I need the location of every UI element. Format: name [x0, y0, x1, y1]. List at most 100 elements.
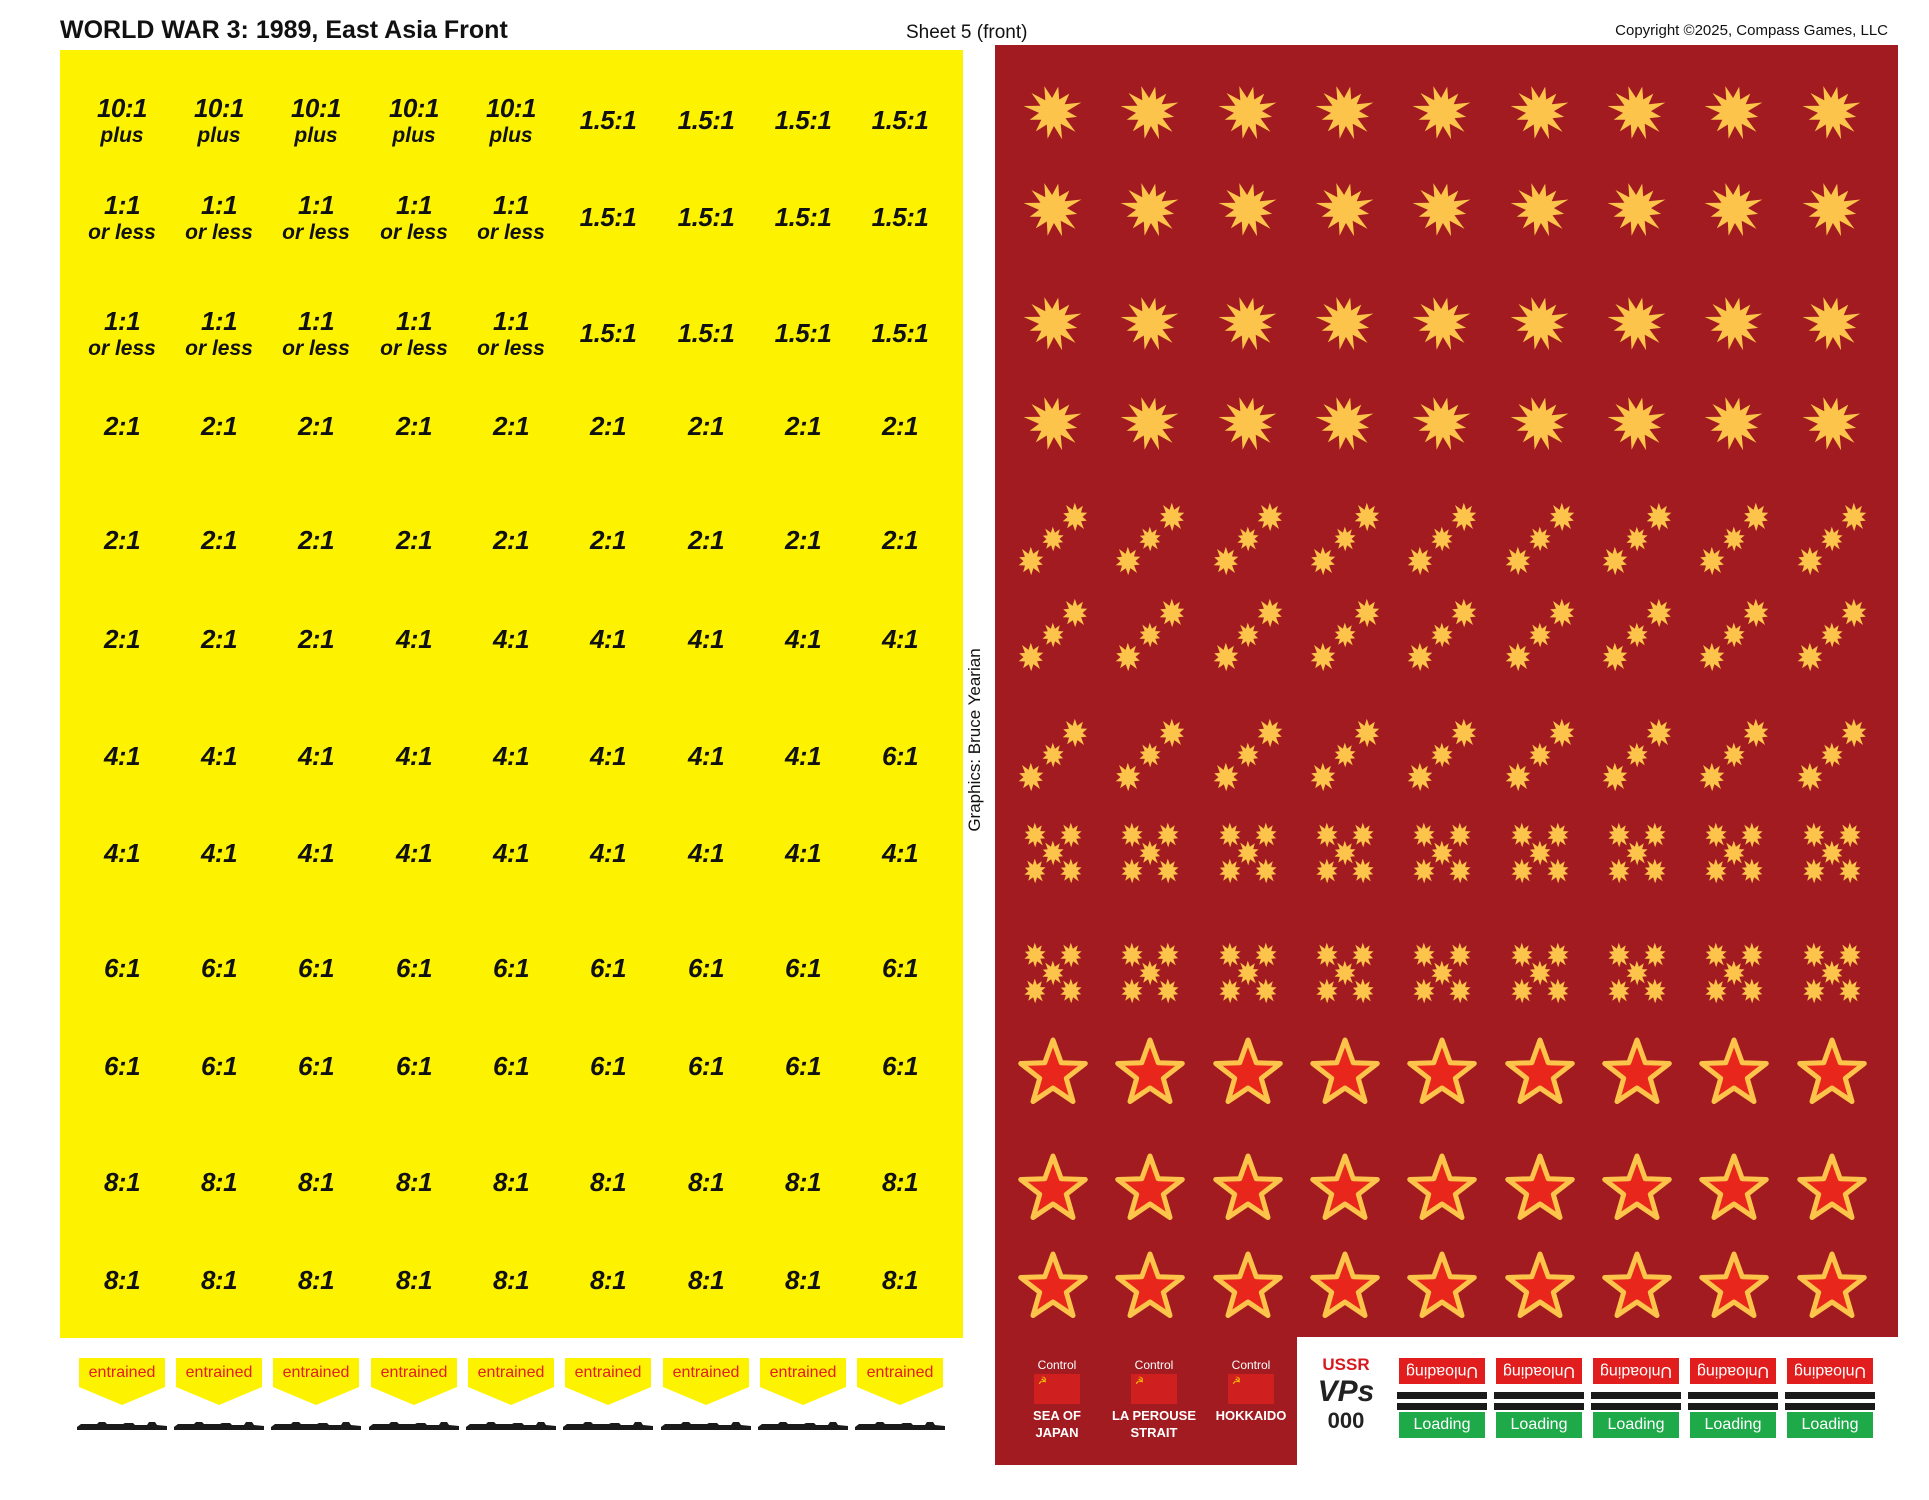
burst-cluster-marker[interactable]	[1602, 642, 1628, 672]
burst-cluster-marker[interactable]	[1042, 742, 1064, 768]
burst-cross-marker[interactable]	[1255, 978, 1277, 1004]
odds-counter[interactable]: 1:1 or less	[74, 190, 170, 245]
odds-counter[interactable]: 2:1	[658, 525, 754, 556]
red-star-marker[interactable]	[1797, 1153, 1867, 1220]
burst-cluster-marker[interactable]	[1431, 526, 1453, 552]
red-star-marker[interactable]	[1213, 1251, 1283, 1318]
odds-counter[interactable]: 8:1	[268, 1167, 364, 1198]
burst-cluster-marker[interactable]	[1505, 762, 1531, 792]
red-star-marker[interactable]	[1505, 1037, 1575, 1104]
burst-marker[interactable]	[1218, 297, 1277, 351]
odds-counter[interactable]: 4:1	[463, 624, 559, 655]
red-star-marker[interactable]	[1018, 1153, 1088, 1220]
odds-counter[interactable]: 6:1	[560, 1051, 656, 1082]
burst-cross-marker[interactable]	[1352, 858, 1374, 884]
burst-cross-marker[interactable]	[1139, 960, 1161, 986]
burst-cross-marker[interactable]	[1352, 942, 1374, 968]
odds-counter[interactable]: 6:1	[755, 953, 851, 984]
burst-marker[interactable]	[1704, 183, 1763, 237]
burst-cross-marker[interactable]	[1741, 978, 1763, 1004]
odds-counter[interactable]: 2:1	[658, 411, 754, 442]
odds-counter[interactable]: 1.5:1	[852, 318, 948, 349]
entrained-marker[interactable]: entrained	[760, 1358, 846, 1408]
burst-cross-marker[interactable]	[1139, 840, 1161, 866]
odds-counter[interactable]: 4:1	[658, 838, 754, 869]
odds-counter[interactable]: 6:1	[74, 1051, 170, 1082]
burst-cluster-marker[interactable]	[1062, 502, 1088, 532]
odds-counter[interactable]: 2:1	[171, 411, 267, 442]
burst-marker[interactable]	[1802, 397, 1861, 451]
odds-counter[interactable]: 6:1	[852, 741, 948, 772]
odds-counter[interactable]: 4:1	[755, 838, 851, 869]
burst-cluster-marker[interactable]	[1159, 718, 1185, 748]
burst-cross-marker[interactable]	[1413, 942, 1435, 968]
odds-counter[interactable]: 2:1	[852, 525, 948, 556]
odds-counter[interactable]: 4:1	[171, 741, 267, 772]
burst-cluster-marker[interactable]	[1237, 622, 1259, 648]
burst-cross-marker[interactable]	[1803, 978, 1825, 1004]
red-star-marker[interactable]	[1018, 1251, 1088, 1318]
burst-cross-marker[interactable]	[1839, 942, 1861, 968]
odds-counter[interactable]: 8:1	[755, 1167, 851, 1198]
odds-counter[interactable]: 10:1 plus	[463, 93, 559, 148]
burst-cluster-marker[interactable]	[1042, 622, 1064, 648]
burst-cross-marker[interactable]	[1316, 942, 1338, 968]
odds-counter[interactable]: 8:1	[852, 1167, 948, 1198]
red-star-marker[interactable]	[1115, 1037, 1185, 1104]
burst-cluster-marker[interactable]	[1549, 598, 1575, 628]
entrained-marker[interactable]: entrained	[371, 1358, 457, 1408]
entrained-marker[interactable]: entrained	[468, 1358, 554, 1408]
burst-cross-marker[interactable]	[1547, 858, 1569, 884]
burst-cross-marker[interactable]	[1024, 978, 1046, 1004]
red-star-marker[interactable]	[1699, 1251, 1769, 1318]
odds-counter[interactable]: 1:1 or less	[268, 306, 364, 361]
odds-counter[interactable]: 1.5:1	[755, 318, 851, 349]
burst-cluster-marker[interactable]	[1062, 598, 1088, 628]
burst-cross-marker[interactable]	[1803, 858, 1825, 884]
red-star-marker[interactable]	[1505, 1251, 1575, 1318]
odds-counter[interactable]: 6:1	[74, 953, 170, 984]
burst-cluster-marker[interactable]	[1626, 526, 1648, 552]
red-star-marker[interactable]	[1797, 1251, 1867, 1318]
red-star-marker[interactable]	[1602, 1153, 1672, 1220]
odds-counter[interactable]: 4:1	[366, 624, 462, 655]
burst-cross-marker[interactable]	[1608, 942, 1630, 968]
odds-counter[interactable]: 10:1 plus	[366, 93, 462, 148]
odds-counter[interactable]: 6:1	[852, 953, 948, 984]
odds-counter[interactable]: 4:1	[560, 624, 656, 655]
odds-counter[interactable]: 2:1	[463, 411, 559, 442]
burst-cluster-marker[interactable]	[1407, 762, 1433, 792]
burst-cross-marker[interactable]	[1705, 822, 1727, 848]
odds-counter[interactable]: 4:1	[463, 741, 559, 772]
burst-cluster-marker[interactable]	[1549, 502, 1575, 532]
odds-counter[interactable]: 10:1 plus	[268, 93, 364, 148]
burst-cross-marker[interactable]	[1024, 942, 1046, 968]
odds-counter[interactable]: 4:1	[366, 838, 462, 869]
odds-counter[interactable]: 1.5:1	[755, 202, 851, 233]
odds-counter[interactable]: 1:1 or less	[366, 306, 462, 361]
odds-counter[interactable]: 2:1	[755, 525, 851, 556]
burst-marker[interactable]	[1607, 297, 1666, 351]
burst-cluster-marker[interactable]	[1237, 742, 1259, 768]
burst-cluster-marker[interactable]	[1407, 546, 1433, 576]
odds-counter[interactable]: 2:1	[268, 624, 364, 655]
burst-cross-marker[interactable]	[1608, 858, 1630, 884]
burst-marker[interactable]	[1023, 183, 1082, 237]
burst-cross-marker[interactable]	[1741, 858, 1763, 884]
burst-cluster-marker[interactable]	[1699, 762, 1725, 792]
burst-cross-marker[interactable]	[1060, 942, 1082, 968]
odds-counter[interactable]: 8:1	[560, 1265, 656, 1296]
burst-cluster-marker[interactable]	[1237, 526, 1259, 552]
odds-counter[interactable]: 4:1	[852, 624, 948, 655]
burst-cluster-marker[interactable]	[1159, 502, 1185, 532]
odds-counter[interactable]: 6:1	[658, 1051, 754, 1082]
red-star-marker[interactable]	[1699, 1037, 1769, 1104]
burst-marker[interactable]	[1704, 297, 1763, 351]
burst-marker[interactable]	[1704, 397, 1763, 451]
entrained-marker[interactable]: entrained	[273, 1358, 359, 1408]
loading-marker[interactable]: Unloading Loading	[1785, 1358, 1875, 1438]
burst-cluster-marker[interactable]	[1018, 546, 1044, 576]
burst-cross-marker[interactable]	[1705, 942, 1727, 968]
odds-counter[interactable]: 2:1	[560, 525, 656, 556]
burst-cluster-marker[interactable]	[1431, 742, 1453, 768]
